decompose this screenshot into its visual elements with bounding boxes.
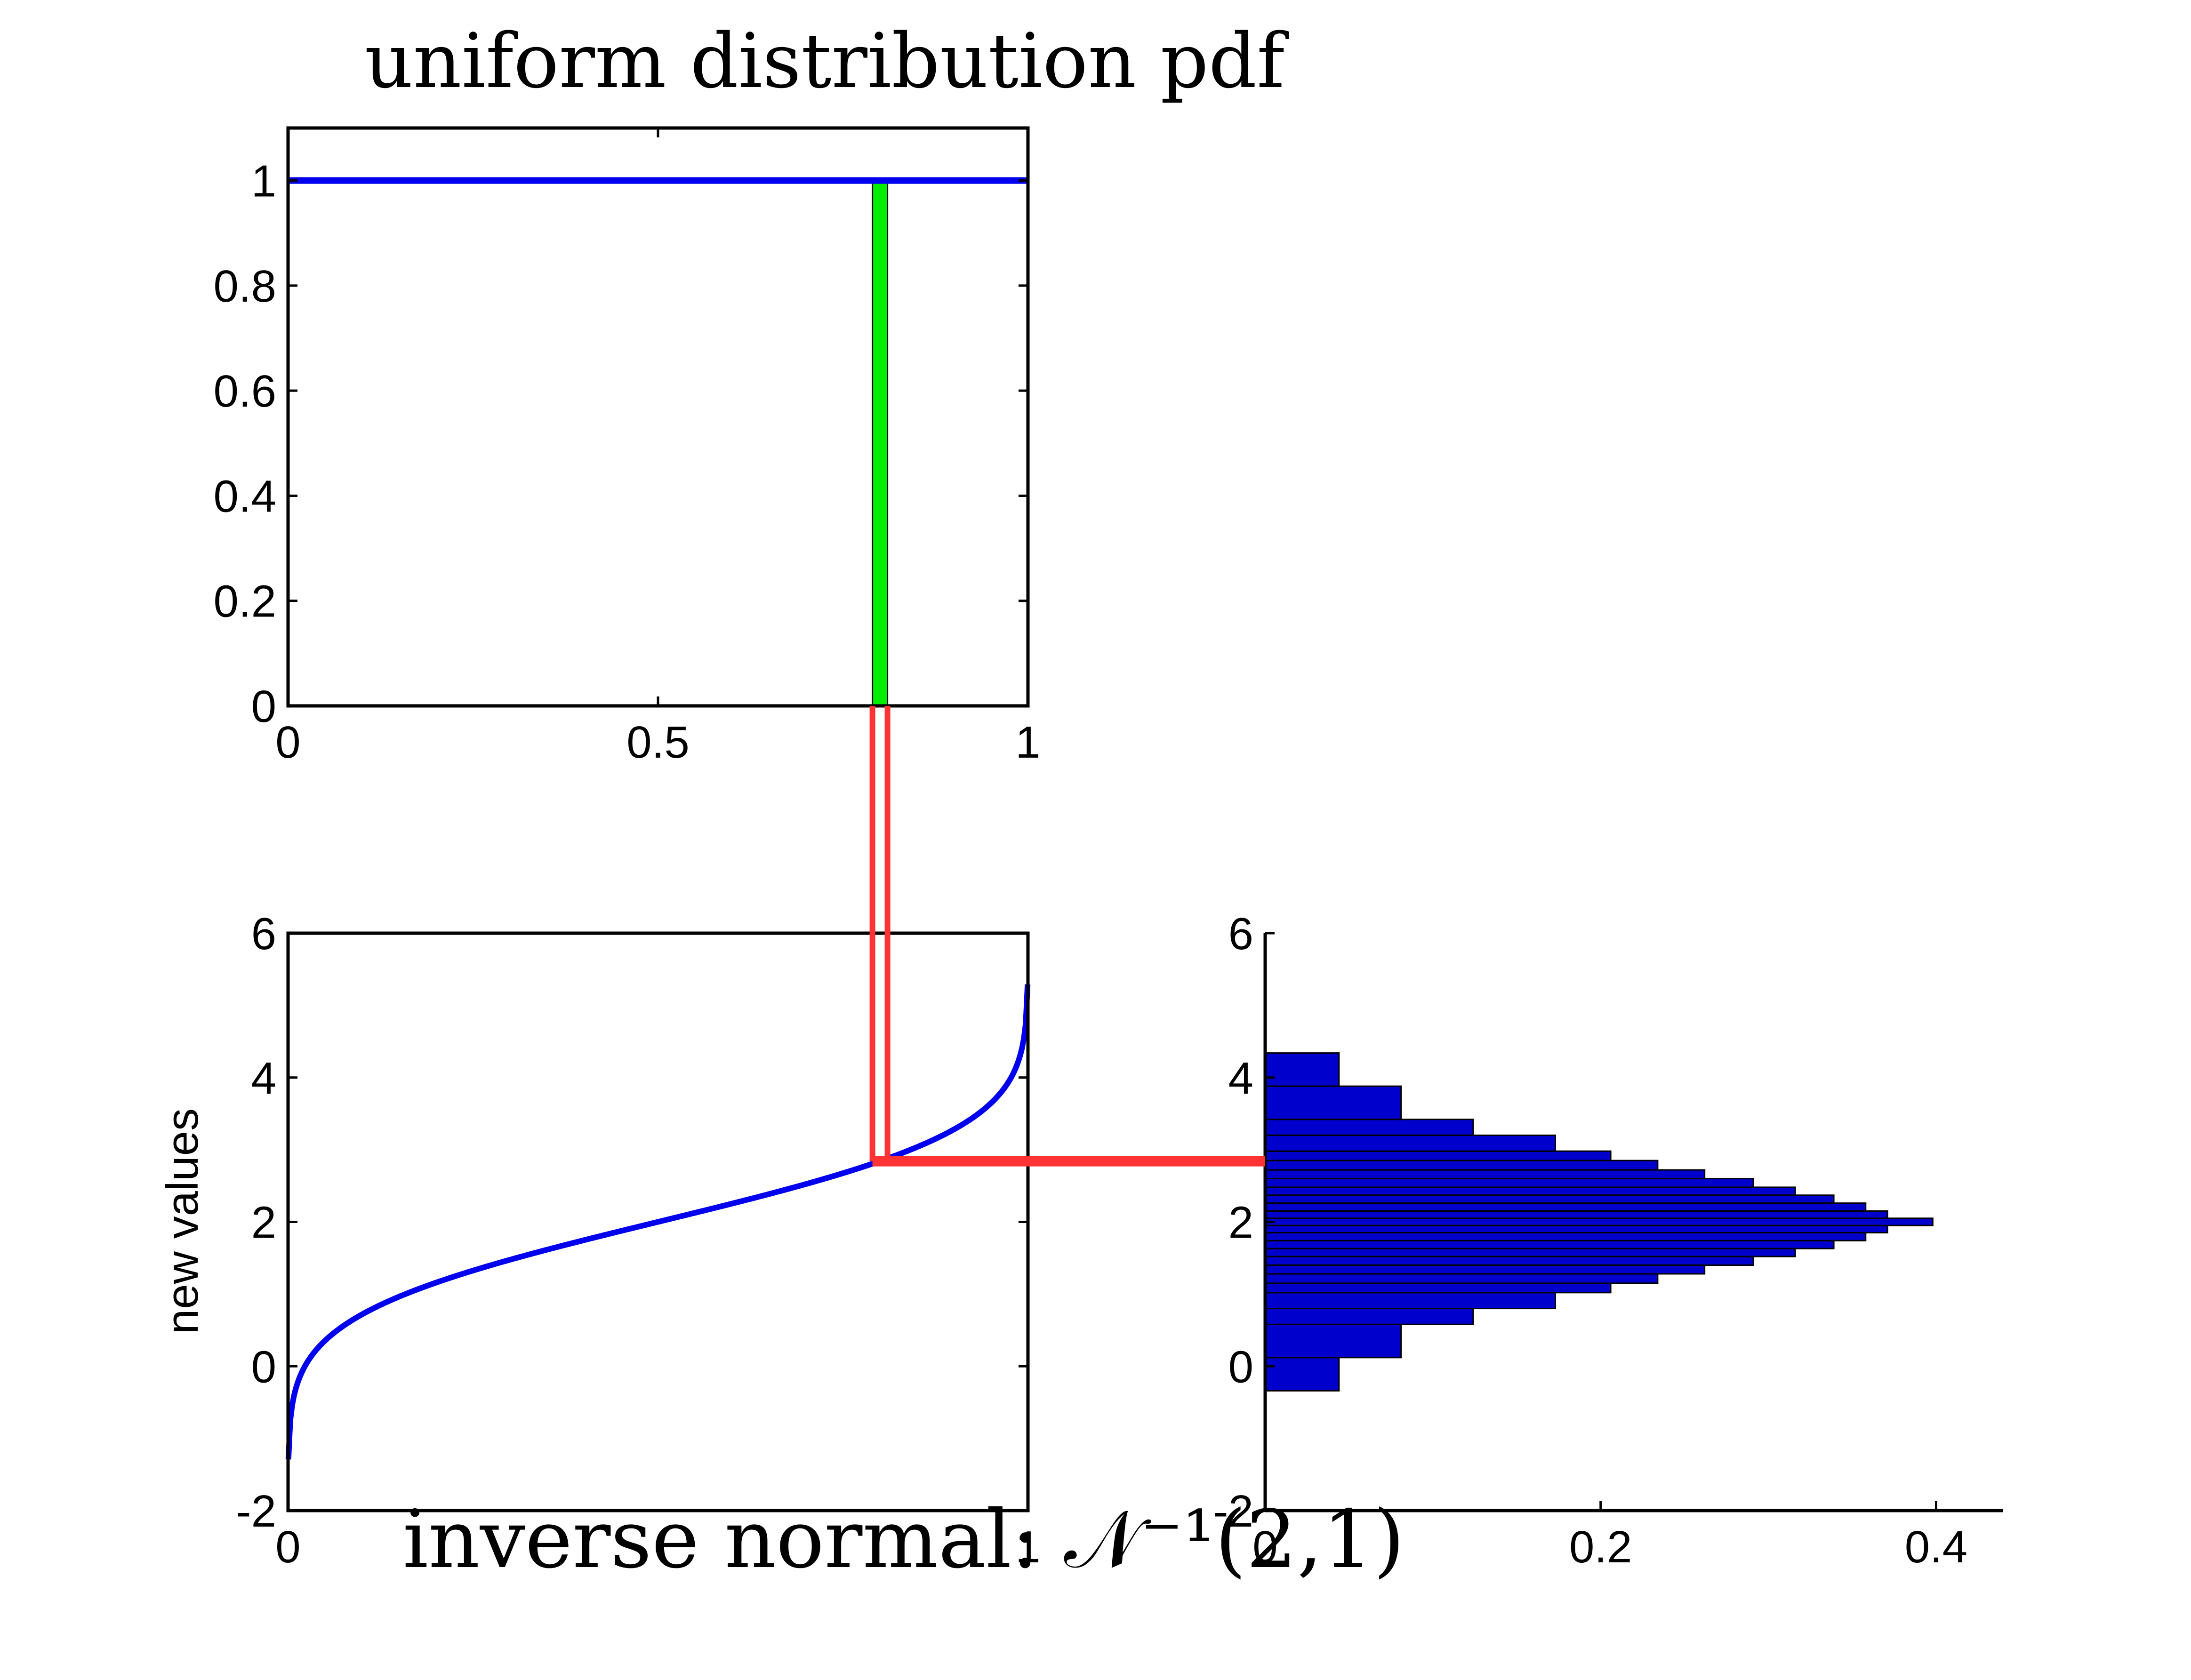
histogram-bar xyxy=(1264,1308,1474,1325)
y-tick-label: -2 xyxy=(1213,1486,1253,1536)
histogram-bar xyxy=(1264,1264,1706,1275)
y-tick-label: 2 xyxy=(1228,1198,1253,1248)
y-tick-label: 0.2 xyxy=(214,576,276,627)
y-tick-label: 0.8 xyxy=(214,261,276,312)
y-tick-label: 4 xyxy=(1228,1053,1253,1104)
x-tick-label: 0 xyxy=(1252,1522,1277,1572)
histogram-bar xyxy=(1264,1194,1835,1204)
y-tick-label: 2 xyxy=(251,1198,276,1248)
y-axis-label: new values xyxy=(157,1108,208,1334)
y-tick-label: 0 xyxy=(251,1342,276,1392)
x-tick-label: 0.2 xyxy=(1569,1522,1632,1572)
histogram-bar xyxy=(1264,1232,1867,1241)
histogram-bar xyxy=(1264,1150,1612,1161)
x-tick-label: 0.4 xyxy=(1905,1522,1967,1572)
y-tick-label: 6 xyxy=(251,909,276,959)
histogram-bar xyxy=(1264,1119,1474,1136)
histogram-bar xyxy=(1264,1210,1888,1219)
x-tick-label: 0 xyxy=(275,717,300,768)
histogram-bar xyxy=(1264,1217,1934,1226)
chart-title: inverse normal: 𝒩⁻¹(2,1) xyxy=(403,1493,1405,1586)
histogram-bar xyxy=(1264,1169,1706,1179)
histogram-bar xyxy=(1264,1202,1867,1212)
sample-bar xyxy=(872,180,889,707)
histogram-bar xyxy=(1264,1052,1340,1087)
histogram-bar xyxy=(1264,1248,1796,1257)
histogram-bar xyxy=(1264,1256,1754,1266)
y-tick-label: 6 xyxy=(1228,909,1253,959)
histogram-bar xyxy=(1264,1323,1402,1359)
histogram-bar xyxy=(1264,1224,1888,1234)
uniform-pdf-chart: uniform distribution pdf 0 0.5 1 0 0.2 0.4 0.6… xyxy=(214,17,1290,768)
x-tick-label: 0.5 xyxy=(626,717,689,768)
y-tick-label: 4 xyxy=(251,1053,276,1104)
inverse-cdf-curve xyxy=(285,984,1031,1460)
x-tick-label: 0 xyxy=(275,1522,300,1572)
x-tick-label: 1 xyxy=(1015,717,1040,768)
histogram-bar xyxy=(1264,1177,1754,1188)
y-tick-label: 1 xyxy=(251,156,276,207)
y-tick-label: 0.6 xyxy=(214,366,276,416)
histogram-bar xyxy=(1264,1357,1340,1392)
histogram-bar xyxy=(1264,1273,1659,1284)
y-tick-label: 0 xyxy=(1228,1342,1253,1392)
histogram-bar xyxy=(1264,1292,1557,1310)
y-tick-label: 0.4 xyxy=(214,471,276,521)
histogram-bar xyxy=(1264,1240,1835,1249)
histogram-bar xyxy=(1264,1186,1796,1196)
y-tick-label: -2 xyxy=(236,1486,276,1536)
x-tick-label: 1 xyxy=(1015,1522,1040,1572)
histogram-bar xyxy=(1264,1085,1402,1120)
chart-title: uniform distribution pdf xyxy=(365,17,1290,105)
histogram-bar xyxy=(1264,1282,1612,1294)
histogram-bar xyxy=(1264,1160,1659,1171)
y-tick-label: 0 xyxy=(251,681,276,732)
histogram-bar xyxy=(1264,1134,1557,1152)
